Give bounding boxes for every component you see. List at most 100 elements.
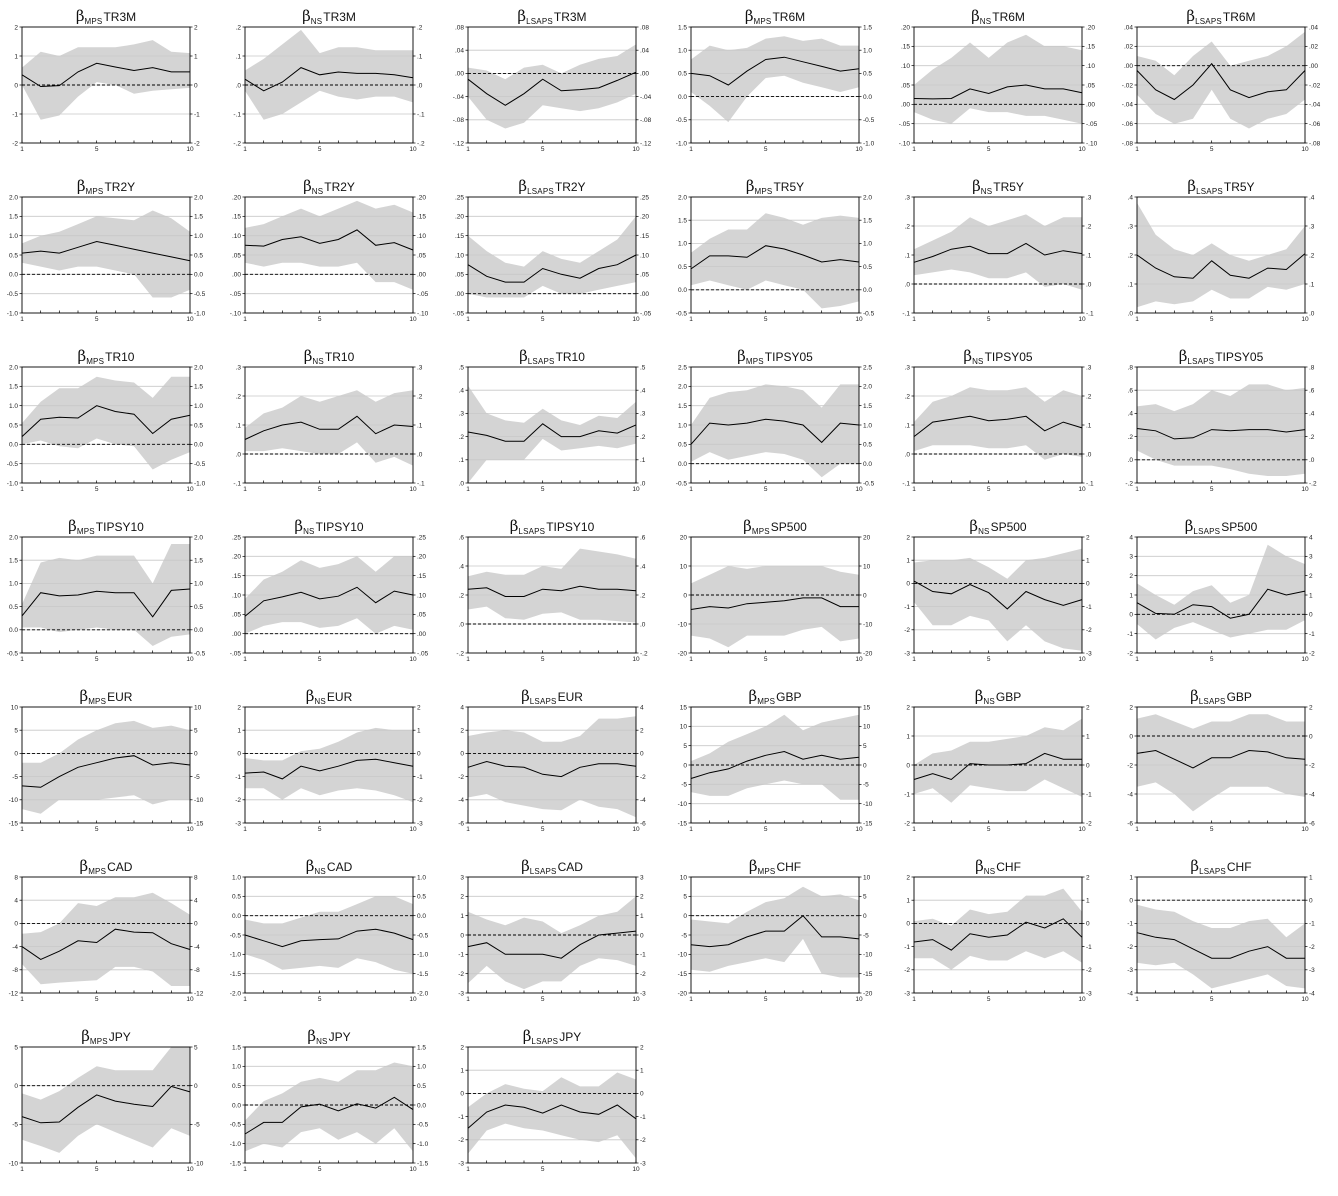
y-tick-label-right: .08: [640, 24, 649, 31]
x-tick-label: 1: [466, 316, 470, 323]
chart-title: βLSAPSGBP: [1135, 687, 1307, 709]
x-tick-label: 5: [987, 826, 991, 833]
confidence-band: [914, 387, 1082, 460]
y-tick-label-right: .0: [1309, 310, 1315, 317]
y-tick-label-right: -.2: [640, 650, 648, 657]
chart-panel-mps-jpy: 5 5 0 0 -5 -5 -10 -10 1 5 10 βMPSJPY: [0, 1022, 223, 1192]
chart-svg: .25 .25 .20 .20 .15 .15 .10 .10 .05 .05 .00 .00 -.05…: [230, 534, 429, 663]
chart-panel-lsaps-cad: 3 3 2 2 1 1 0 0 -1 -1 -2 -2 -3 -3 1 5 10 βLSAPSCAD: [446, 852, 669, 1022]
y-tick-label-left: 0: [14, 921, 18, 928]
x-tick-label: 1: [243, 316, 247, 323]
y-tick-label-right: -15: [863, 820, 873, 827]
y-tick-label-left: -.04: [1122, 102, 1134, 109]
y-tick-label-left: 1: [460, 1068, 464, 1075]
y-tick-label-right: 1: [640, 913, 644, 920]
y-tick-label-right: 0: [863, 913, 867, 920]
y-tick-label-left: 0.5: [678, 264, 687, 271]
title-subscript: MPS: [745, 357, 764, 366]
y-tick-label-left: .00: [901, 102, 910, 109]
y-tick-label-left: 2.0: [9, 194, 18, 201]
x-tick-label: 5: [95, 1166, 99, 1173]
y-tick-label-left: -15: [678, 820, 688, 827]
x-tick-label: 1: [912, 656, 916, 663]
confidence-band: [22, 892, 190, 986]
y-tick-label-left: -.1: [902, 480, 910, 487]
plot-frame: [21, 536, 191, 654]
title-symbol: β: [1190, 857, 1200, 875]
title-subscript: LSAPS: [1187, 357, 1215, 366]
title-label: TIPSY05: [1215, 350, 1264, 364]
y-tick-label-left: -2.0: [230, 990, 242, 997]
plot-frame: [1136, 536, 1306, 654]
chart-svg: 4 43 32 21 10 0-1 -1-2 -21 5 10: [1127, 534, 1315, 663]
x-tick-label: 1: [1135, 486, 1139, 493]
confidence-band: [468, 1072, 636, 1159]
chart-svg: .08 .08 .04 .04 .00 .00 -.04 -.04 -.08 -.08 -.12 -.…: [453, 24, 652, 153]
chart-panel-ns-tipsy05: .3.3.2.2.1.1.0.0 -.1 -.1 1 5 10 βNSTIPSY05: [892, 342, 1115, 512]
title-symbol: β: [745, 177, 755, 195]
x-tick-label: 1: [689, 656, 693, 663]
y-tick-label-right: 0.0: [863, 287, 872, 294]
point-estimate-line: [1136, 62, 1306, 101]
x-tick-label: 1: [689, 316, 693, 323]
point-estimate-line: [690, 56, 860, 86]
y-tick-label-right: -4: [1309, 990, 1315, 997]
y-tick-label-left: .6: [1128, 388, 1134, 395]
title-symbol: β: [743, 517, 752, 535]
y-tick-label-left: .0: [236, 451, 242, 458]
y-tick-label-right: -.08: [1309, 140, 1321, 147]
plot-frame: [467, 26, 637, 144]
y-tick-label-right: .8: [1309, 364, 1315, 371]
title-subscript: LSAPS: [518, 527, 546, 536]
chart-title: βLSAPSTR3M: [466, 7, 638, 29]
confidence-band: [245, 29, 413, 120]
y-tick-label-left: -10: [9, 797, 19, 804]
y-tick-label-left: .4: [1128, 194, 1134, 201]
confidence-band: [468, 716, 636, 818]
chart-svg: 1.5 1.5 1.0 1.0 0.5 0.5 0.0 0.0 -0.5 -0.5 -1.0 -1.0…: [676, 24, 875, 153]
y-tick-label-left: -.08: [1122, 140, 1134, 147]
y-tick-label-right: .6: [640, 534, 646, 541]
y-tick-label-right: -0.5: [863, 310, 875, 317]
x-tick-label: 1: [912, 146, 916, 153]
title-symbol: β: [305, 687, 315, 705]
y-tick-label-right: .10: [1086, 63, 1095, 70]
y-tick-label-left: 4: [1129, 534, 1133, 541]
plot-frame: [1136, 196, 1306, 314]
y-tick-label-right: -0.5: [194, 291, 206, 298]
point-estimate-line: [244, 928, 414, 948]
y-tick-label-right: -0.5: [417, 1122, 429, 1129]
y-tick-label-left: -2: [235, 797, 241, 804]
title-subscript: NS: [312, 357, 324, 366]
plot-frame: [913, 536, 1083, 654]
y-tick-label-right: .0: [640, 621, 646, 628]
title-label: TR2Y: [324, 180, 355, 194]
y-tick-label-left: -.10: [230, 310, 242, 317]
x-tick-label: 1: [1135, 316, 1139, 323]
y-tick-label-right: 1.0: [863, 48, 872, 55]
y-tick-label-left: .6: [459, 534, 465, 541]
y-tick-label-left: -.05: [899, 121, 911, 128]
x-tick-label: 1: [689, 146, 693, 153]
y-tick-label-left: -3: [904, 650, 910, 657]
x-tick-label: 10: [632, 996, 640, 1003]
confidence-band: [22, 210, 190, 298]
point-estimate-line: [244, 415, 414, 440]
y-tick-label-right: 3: [1309, 554, 1313, 561]
x-tick-label: 1: [466, 486, 470, 493]
y-tick-label-right: 1.5: [863, 218, 872, 225]
title-label: TR6M: [1222, 10, 1256, 24]
chart-title: βNSSP500: [912, 517, 1084, 539]
y-tick-label-right: -6: [1309, 820, 1315, 827]
y-tick-label-right: -3: [1309, 967, 1315, 974]
y-tick-label-right: 5: [194, 728, 198, 735]
y-tick-label-right: -5: [863, 932, 869, 939]
x-tick-label: 10: [1078, 486, 1086, 493]
y-tick-label-left: 5: [683, 894, 687, 901]
plot-frame: [1136, 876, 1306, 994]
y-tick-label-left: 3: [1129, 554, 1133, 561]
y-tick-label-left: -3: [1127, 967, 1133, 974]
point-estimate-line: [690, 418, 860, 445]
point-estimate-line: [913, 84, 1083, 100]
